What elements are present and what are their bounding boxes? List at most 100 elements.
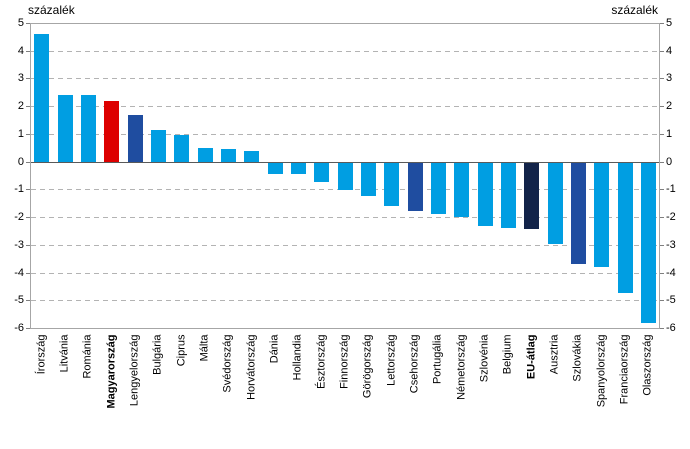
y-axis-tick-label-left: 2 [17, 100, 24, 113]
x-axis-label: Portugália [431, 334, 444, 384]
left-axis-title: százalék [28, 3, 75, 17]
x-axis-label: Ciprus [175, 334, 188, 366]
y-axis-tick-right [660, 133, 664, 135]
x-axis-label: Litvánia [58, 334, 71, 372]
x-axis-label: Málta [198, 334, 211, 361]
y-axis-tick-right [660, 217, 664, 219]
x-axis-label: Lengyelország [128, 334, 141, 406]
x-axis-label: Svédország [221, 334, 234, 393]
x-axis-label: Szlovénia [478, 334, 491, 382]
y-axis-tick-right [660, 272, 664, 274]
bar [244, 150, 260, 162]
y-axis-tick-label-left: 4 [17, 44, 24, 57]
bar [34, 34, 50, 162]
bar [570, 162, 586, 264]
y-axis-tick-label-right: 3 [666, 72, 673, 85]
y-axis-tick-label-right: 4 [666, 44, 673, 57]
gridline [31, 78, 659, 80]
gridline [31, 300, 659, 302]
x-axis-label: Görögország [361, 334, 374, 398]
y-axis-tick-left [26, 23, 30, 24]
bar [337, 162, 353, 191]
bar [430, 162, 446, 214]
x-axis-label: Franciaország [618, 334, 631, 404]
y-axis-tick-right [660, 78, 664, 80]
y-axis-tick-label-left: -4 [14, 266, 24, 279]
y-axis-tick-label-right: -1 [666, 183, 676, 196]
gridline [31, 217, 659, 219]
x-axis-label: Hollandia [291, 334, 304, 380]
bar [500, 162, 516, 228]
y-axis-tick-left [26, 133, 30, 135]
y-axis-tick-left [26, 300, 30, 302]
y-axis-tick-left [26, 161, 30, 163]
y-axis-tick-right [660, 328, 664, 329]
y-axis-tick-right [660, 50, 664, 52]
x-axis-label: Románia [81, 334, 94, 379]
y-axis-tick-label-right: 5 [666, 17, 673, 29]
y-axis-tick-label-right: 0 [666, 155, 673, 168]
bar [594, 162, 610, 267]
bar [290, 162, 306, 174]
gridline [31, 244, 659, 246]
bar [57, 95, 73, 162]
bar [197, 147, 213, 162]
bar [174, 135, 190, 162]
y-axis-tick-left [26, 272, 30, 274]
y-axis-tick-left [26, 217, 30, 219]
gridline [31, 272, 659, 274]
x-axis-label: Észtország [315, 334, 328, 389]
y-axis-tick-label-right: -6 [666, 322, 676, 334]
y-axis-tick-label-right: -3 [666, 238, 676, 251]
bar [80, 95, 96, 162]
bar [314, 162, 330, 183]
bar [617, 162, 633, 293]
y-axis-tick-left [26, 106, 30, 108]
y-axis-tick-right [660, 161, 664, 163]
y-axis-tick-label-right: -2 [666, 211, 676, 224]
y-axis-tick-right [660, 106, 664, 108]
y-axis-tick-label-left: -2 [14, 211, 24, 224]
y-axis-tick-left [26, 244, 30, 246]
gridline [31, 133, 659, 135]
x-axis-label: Lettország [385, 334, 398, 386]
bar [104, 100, 120, 162]
x-axis-label: Írország [35, 334, 48, 374]
bar [640, 162, 656, 324]
x-axis-label: Dánia [268, 334, 281, 363]
x-axis-label: Finnország [338, 334, 351, 389]
bar [360, 162, 376, 196]
y-axis-tick-left [26, 328, 30, 329]
y-axis-tick-label-right: 1 [666, 127, 673, 140]
y-axis-tick-label-left: 0 [17, 155, 24, 168]
bar [407, 162, 423, 212]
bar [454, 162, 470, 217]
x-axis-label: Németország [455, 334, 468, 400]
y-axis-tick-label-left: -3 [14, 238, 24, 251]
x-axis-label: Ausztria [548, 334, 561, 374]
plot-frame [30, 23, 660, 329]
y-axis-tick-label-right: -4 [666, 266, 676, 279]
y-axis-tick-left [26, 50, 30, 52]
y-axis-tick-label-left: 5 [17, 17, 24, 29]
bar [267, 162, 283, 174]
gridline [31, 106, 659, 108]
bar [127, 114, 143, 162]
x-axis-label: Csehország [408, 334, 421, 393]
y-axis-tick-left [26, 189, 30, 191]
x-axis-label: Magyarország [105, 334, 118, 408]
y-axis-tick-label-left: -6 [14, 322, 24, 334]
y-axis-tick-label-left: 3 [17, 72, 24, 85]
x-axis-label: Bulgária [151, 334, 164, 375]
bar [384, 162, 400, 206]
bar [220, 149, 236, 162]
y-axis-tick-right [660, 300, 664, 302]
y-axis-tick-right [660, 189, 664, 191]
bar [477, 162, 493, 227]
y-axis-tick-label-right: -5 [666, 294, 676, 307]
y-axis-tick-label-left: -1 [14, 183, 24, 196]
y-axis-tick-label-right: 2 [666, 100, 673, 113]
right-axis-title: százalék [611, 3, 658, 17]
zero-line [31, 161, 659, 163]
